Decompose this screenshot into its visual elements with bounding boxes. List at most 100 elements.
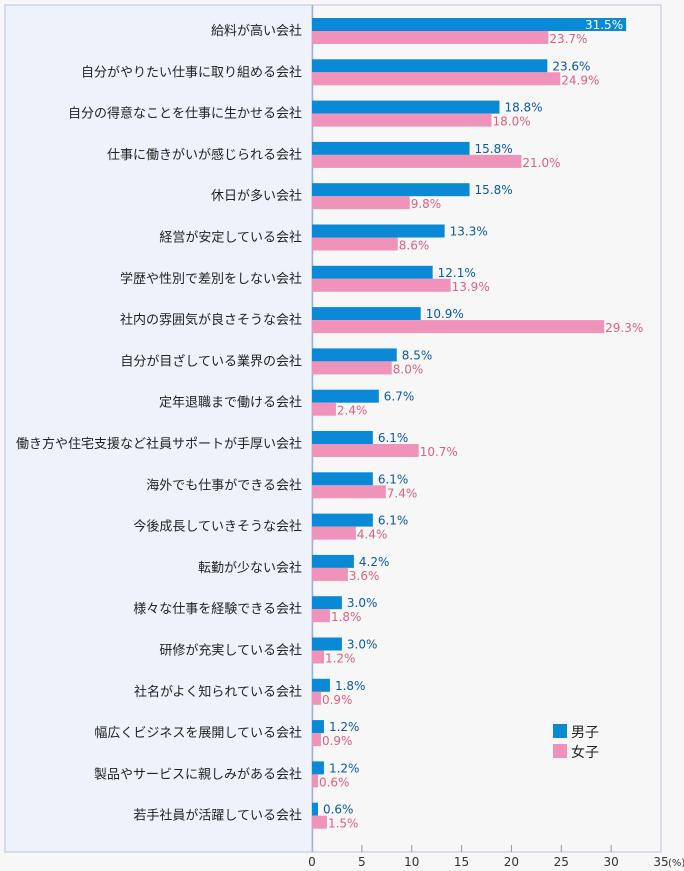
- category-label: 若手社員が活躍している会社: [133, 808, 302, 824]
- x-tick-label: 20: [504, 855, 519, 869]
- data-label-male: 15.8%: [475, 142, 513, 156]
- bar-female: [312, 733, 321, 747]
- data-label-male: 1.2%: [329, 761, 360, 775]
- legend-swatch: [553, 744, 567, 758]
- data-label-male: 6.7%: [384, 390, 415, 404]
- bar-female: [312, 31, 549, 44]
- bar-female: [312, 526, 356, 540]
- bar-male: [312, 59, 548, 73]
- data-label-male: 10.9%: [426, 307, 464, 321]
- data-label-female: 13.9%: [452, 280, 490, 294]
- data-label-male: 13.3%: [450, 225, 488, 239]
- category-label: 定年退職まで働ける会社: [159, 395, 302, 411]
- bar-female: [312, 815, 327, 829]
- data-label-male: 3.0%: [347, 638, 378, 652]
- bar-male: [312, 637, 342, 651]
- category-label: 給料が高い会社: [211, 23, 302, 39]
- legend-swatch: [553, 724, 567, 738]
- bar-male: [312, 596, 342, 610]
- data-label-male: 1.8%: [335, 679, 366, 693]
- bar-male: [312, 761, 324, 775]
- category-label: 自分の得意なことを仕事に生かせる会社: [68, 106, 302, 122]
- category-label: 経営が安定している会社: [159, 230, 302, 246]
- x-tick-label: 15: [454, 855, 469, 869]
- data-label-female: 24.9%: [561, 73, 599, 87]
- bar-female: [312, 691, 321, 705]
- data-label-female: 1.2%: [325, 652, 356, 666]
- bar-female: [312, 154, 522, 168]
- data-label-female: 21.0%: [522, 156, 560, 170]
- data-label-male: 15.8%: [475, 183, 513, 197]
- data-label-female: 0.9%: [322, 734, 353, 748]
- category-label: 自分がやりたい仕事に取り組める会社: [81, 64, 302, 80]
- bar-male: [312, 472, 373, 486]
- x-tick-label: 35: [653, 855, 668, 869]
- bar-female: [312, 402, 336, 416]
- data-label-male: 31.5%: [585, 18, 623, 32]
- bar-female: [312, 650, 324, 664]
- bar-female: [312, 72, 561, 86]
- legend-label: 男子: [571, 725, 599, 741]
- bar-male: [312, 224, 445, 238]
- x-tick-label: 30: [604, 855, 619, 869]
- bar-male: [312, 18, 627, 31]
- data-label-male: 8.5%: [402, 348, 433, 362]
- data-label-female: 2.4%: [337, 404, 368, 418]
- plot-area: [311, 4, 662, 853]
- data-label-female: 1.8%: [331, 610, 362, 624]
- category-label: 様々な仕事を経験できる会社: [133, 601, 302, 617]
- legend-label: 女子: [571, 744, 599, 761]
- data-label-female: 8.0%: [393, 362, 424, 376]
- bar-female: [312, 609, 330, 623]
- x-tick-label: 5: [358, 855, 366, 869]
- category-label: 製品やサービスに親しみがある会社: [94, 766, 302, 782]
- bar-male: [312, 513, 373, 527]
- category-label: 働き方や住宅支援など社員サポートが手厚い会社: [16, 436, 302, 452]
- category-label: 学歴や性別で差別をしない会社: [120, 271, 302, 287]
- category-label: 海外でも仕事ができる会社: [146, 477, 302, 493]
- data-label-female: 7.4%: [387, 486, 418, 500]
- bar-male: [312, 720, 324, 734]
- bar-male: [312, 678, 330, 692]
- category-label: 社名がよく知られている会社: [134, 684, 302, 700]
- category-label: 転勤が少ない会社: [198, 560, 302, 576]
- data-label-female: 10.7%: [420, 445, 458, 459]
- category-label: 幅広くビジネスを展開している会社: [94, 725, 302, 741]
- data-label-male: 4.2%: [359, 555, 390, 569]
- bar-male: [312, 141, 470, 155]
- data-label-female: 18.0%: [492, 115, 530, 129]
- bar-male: [312, 265, 433, 279]
- data-label-male: 6.1%: [378, 431, 409, 445]
- bar-male: [312, 389, 379, 403]
- bar-male: [312, 431, 373, 444]
- bar-male: [312, 348, 397, 362]
- data-label-female: 23.7%: [549, 32, 587, 46]
- category-label: 研修が充実している会社: [159, 643, 302, 659]
- data-label-male: 12.1%: [438, 266, 476, 280]
- bar-female: [312, 278, 451, 292]
- data-label-female: 29.3%: [605, 321, 643, 335]
- x-tick-label: 0: [308, 855, 316, 869]
- data-label-male: 18.8%: [504, 101, 542, 115]
- data-label-female: 8.6%: [399, 239, 430, 253]
- data-label-male: 1.2%: [329, 720, 360, 734]
- bar-female: [312, 196, 410, 210]
- bar-female: [312, 113, 492, 127]
- bar-female: [312, 320, 605, 334]
- category-label: 社内の雰囲気が良さそうな会社: [120, 312, 302, 328]
- bar-male: [312, 100, 500, 114]
- bar-female: [312, 485, 386, 499]
- category-label: 自分が目ざしている業界の会社: [120, 353, 302, 369]
- data-label-male: 6.1%: [378, 514, 409, 528]
- bar-female: [312, 444, 419, 457]
- data-label-female: 4.4%: [357, 528, 388, 542]
- label-panel: [4, 4, 313, 853]
- x-tick-label: 10: [404, 855, 419, 869]
- data-label-male: 3.0%: [347, 596, 378, 610]
- bar-female: [312, 774, 318, 788]
- bar-male: [312, 307, 421, 321]
- category-label: 仕事に働きがいが感じられる会社: [107, 147, 302, 163]
- bar-male: [312, 183, 470, 197]
- bar-female: [312, 361, 392, 375]
